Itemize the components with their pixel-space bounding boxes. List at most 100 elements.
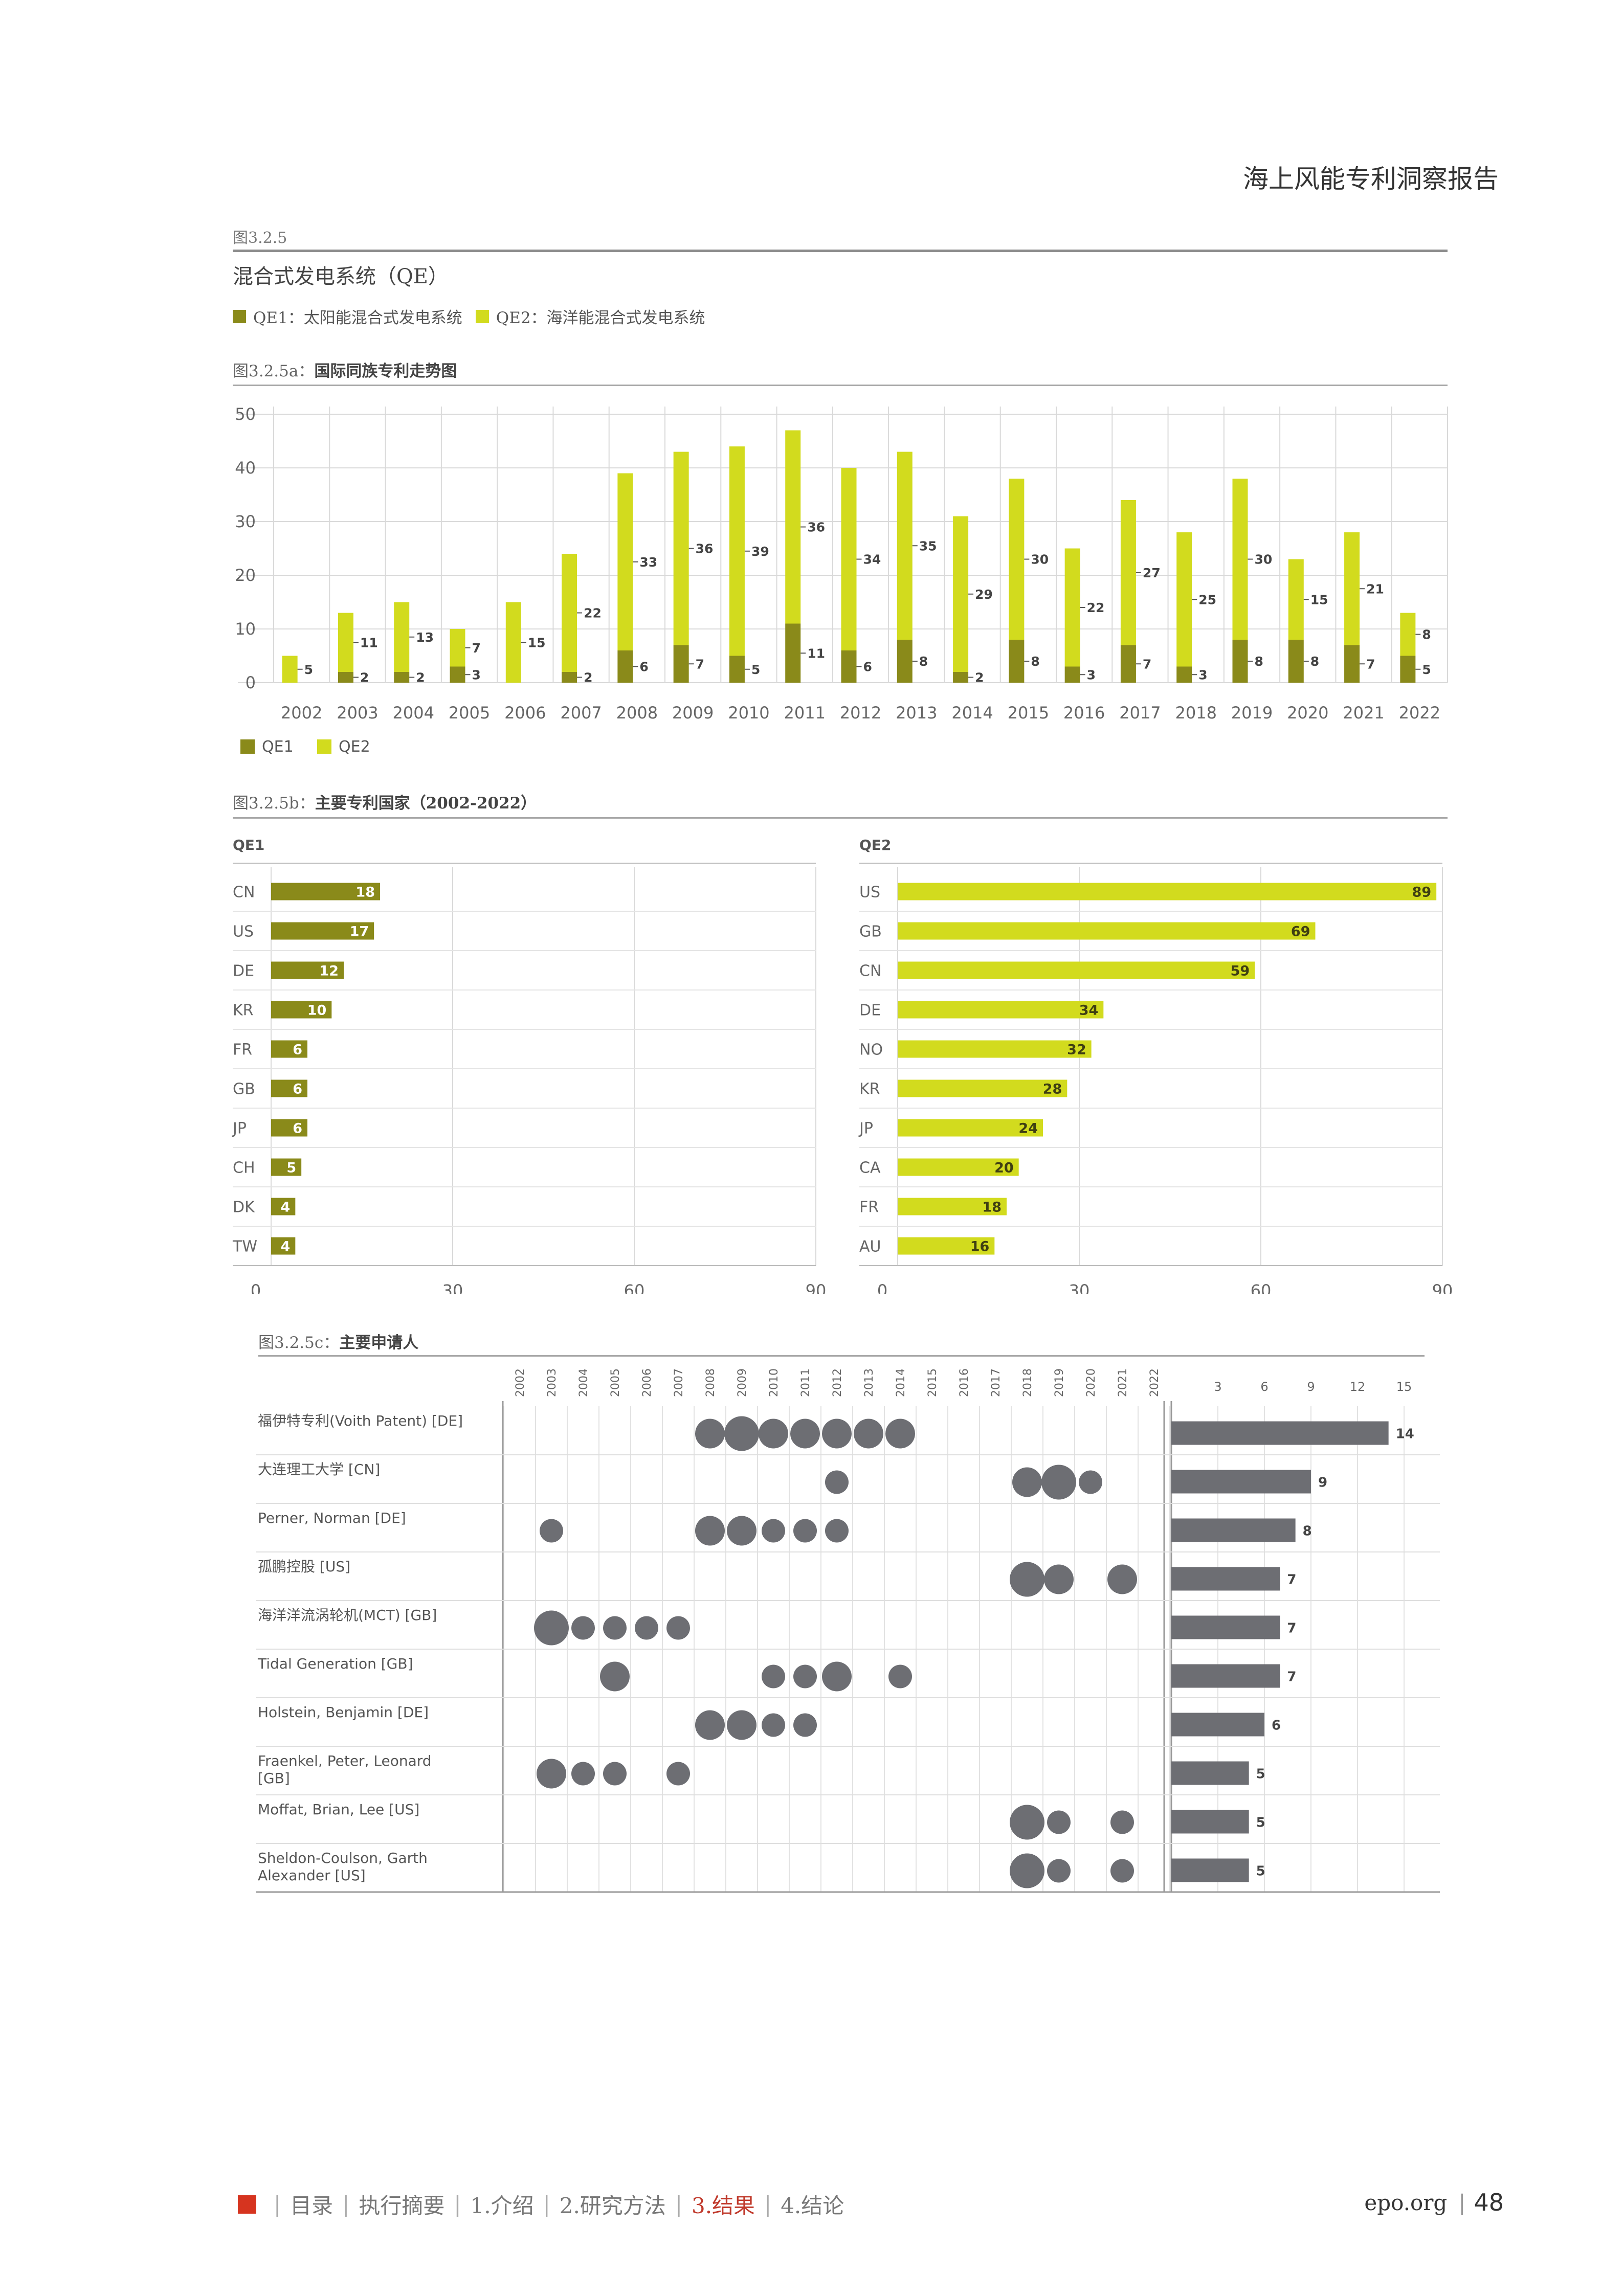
x-tick-label: 0 [251,1281,261,1294]
data-label-qe2: 25 [1198,592,1216,607]
total-label: 7 [1287,1670,1296,1685]
year-label: 2016 [958,1368,971,1397]
total-tick-label: 6 [1260,1380,1268,1394]
category-label: TW [232,1238,257,1256]
chart-b-rule [233,817,1448,819]
x-tick-label: 2014 [951,703,993,723]
chart-b-title: 主要专利国家（2002-2022） [315,794,537,813]
data-label-qe1: 2 [975,670,984,685]
data-label: 69 [1291,924,1310,940]
applicant-bubble [793,1519,817,1543]
data-label: 32 [1067,1042,1086,1058]
x-tick-label: 2017 [1119,703,1161,723]
footer-nav-item[interactable]: 2.研究方法 [559,2193,666,2218]
footer-nav: | 目录 | 执行摘要 | 1.介绍 | 2.研究方法 | 3.结果 | 4.结论 [238,2189,844,2220]
footer-nav-item[interactable]: 目录 [290,2193,333,2218]
bar [271,922,374,940]
applicant-bubble [540,1519,563,1543]
bar-qe1 [729,656,745,683]
figure-legend: QE1：太阳能混合式发电系统 QE2：海洋能混合式发电系统 [233,305,705,328]
bar-qe2 [841,468,857,650]
total-label: 5 [1256,1815,1265,1831]
year-label: 2020 [1085,1368,1098,1397]
data-label-qe1: 3 [472,667,481,682]
bar-qe2 [1400,613,1416,656]
footer-separator: | [675,2192,682,2217]
x-tick-label: 2020 [1287,703,1328,723]
x-tick-label: 2021 [1343,703,1384,723]
applicant-bubble [888,1664,912,1689]
chart-b-prefix: 图3.2.5b： [233,794,315,813]
applicant-bubble [1107,1564,1137,1594]
total-tick-label: 9 [1307,1380,1315,1394]
year-label: 2022 [1148,1368,1161,1397]
bar [271,1198,296,1215]
bar [898,1158,1019,1176]
data-label-qe1: 6 [639,660,648,674]
year-label: 2011 [799,1368,812,1397]
applicant-bubble [724,1416,759,1451]
total-label: 5 [1256,1767,1265,1782]
data-label: 4 [281,1239,291,1255]
data-label-qe2: 27 [1143,566,1161,580]
applicant-bubble [603,1616,627,1640]
bar-qe1 [1009,640,1025,683]
legend-swatch-qe1 [233,309,246,323]
year-label: 2004 [577,1368,590,1397]
bar-qe2 [1009,479,1025,640]
category-label: GB [859,923,882,941]
applicant-bubble [793,1713,817,1737]
data-label-qe1: 7 [1366,657,1375,671]
data-label-qe2: 15 [528,635,546,650]
applicant-name: Holstein, Benjamin [DE] [258,1704,429,1721]
data-label-qe1: 7 [696,657,704,671]
data-label: 5 [286,1160,296,1176]
chart-c-title: 主要申请人 [339,1334,419,1352]
footer-nav-item[interactable]: 执行摘要 [359,2193,445,2218]
total-tick-label: 12 [1350,1380,1366,1394]
data-label-qe2: 33 [639,555,657,570]
applicant-bubble [1012,1467,1042,1497]
applicant-bubble [571,1762,595,1786]
year-label: 2003 [546,1368,559,1397]
data-label-qe1: 8 [919,654,928,669]
applicant-bubble [1110,1810,1134,1834]
legend-label-qe2: QE2：海洋能混合式发电系统 [496,309,705,327]
applicant-bubble [762,1664,785,1689]
site-link[interactable]: epo.org [1364,2190,1448,2215]
x-tick-label: 90 [1432,1281,1453,1294]
chart-a-title: 国际同族专利走势图 [314,362,457,380]
footer-nav-item[interactable]: 1.介绍 [470,2193,534,2218]
year-label: 2019 [1053,1368,1066,1397]
x-tick-label: 2016 [1063,703,1105,723]
category-label: FR [859,1199,879,1217]
data-label-qe2: 36 [696,542,714,556]
footer-nav-item[interactable]: 3.结果 [691,2193,755,2218]
bar-qe2 [673,452,689,645]
applicant-bubble [854,1419,883,1449]
data-label-qe1: 2 [416,670,425,685]
footer-nav-item[interactable]: 4.结论 [781,2193,844,2218]
x-tick-label: 2012 [840,703,881,723]
year-label: 2014 [895,1368,907,1397]
bar-qe2 [394,602,410,672]
chart-c-heading: 图3.2.5c：主要申请人 [258,1330,418,1353]
data-label-qe2: 30 [1031,552,1049,567]
category-label: NO [859,1041,883,1059]
year-label: 2015 [926,1368,939,1397]
bar [898,1198,1007,1215]
x-tick-label: 2013 [896,703,937,723]
data-label: 16 [970,1239,990,1255]
legend-swatch-qe2 [317,739,331,754]
bar-qe2 [785,430,801,624]
applicant-bubble [635,1616,658,1640]
total-tick-label: 15 [1396,1380,1412,1394]
bar-qe2 [450,629,465,667]
bar [271,1079,307,1097]
year-label: 2007 [673,1368,685,1397]
x-tick-label: 2002 [281,703,322,723]
x-tick-label: 30 [442,1281,463,1294]
data-label-qe1: 6 [863,660,872,674]
data-label-qe1: 8 [1255,654,1263,669]
category-label: CN [233,884,255,902]
